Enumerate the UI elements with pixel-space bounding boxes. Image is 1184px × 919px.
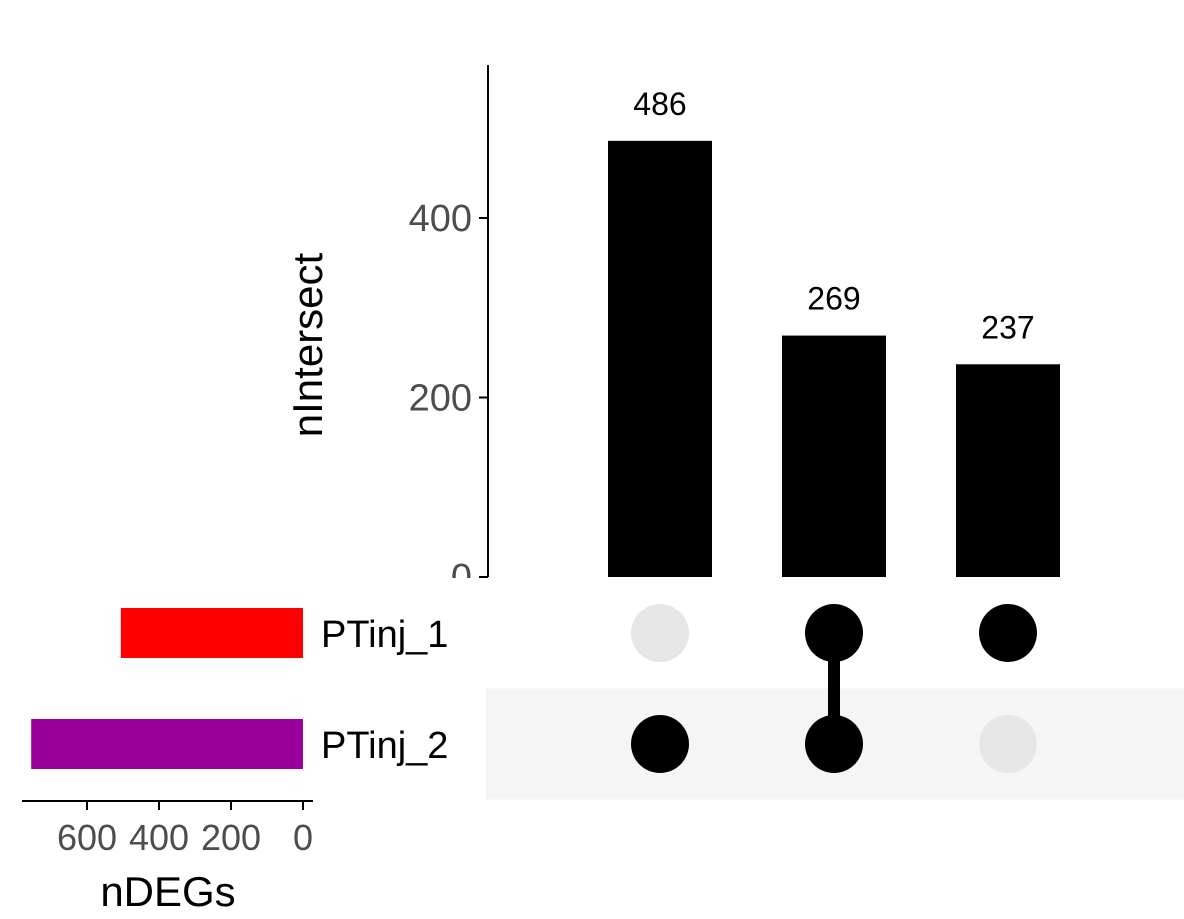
set-size-bar bbox=[120, 608, 303, 658]
bar-value-label: 486 bbox=[633, 86, 686, 122]
set-size-bar bbox=[31, 719, 303, 769]
bar-value-label: 269 bbox=[807, 281, 860, 317]
y-axis-tick-label: 400 bbox=[409, 198, 472, 240]
set-name-label: PTinj_1 bbox=[321, 614, 448, 656]
matrix-dot-inactive bbox=[631, 604, 689, 662]
matrix-dot-active bbox=[805, 715, 863, 773]
set-size-axis-title: nDEGs bbox=[100, 868, 235, 915]
intersection-bar bbox=[782, 335, 886, 577]
intersection-bar bbox=[956, 364, 1060, 577]
bar-value-label: 237 bbox=[981, 309, 1034, 345]
matrix-dot-active bbox=[979, 604, 1037, 662]
matrix-dot-active bbox=[631, 715, 689, 773]
set-size-tick-label: 200 bbox=[201, 817, 261, 858]
set-size-tick-label: 0 bbox=[293, 817, 313, 858]
y-axis-tick-label: 200 bbox=[409, 378, 472, 420]
set-size-tick-label: 400 bbox=[129, 817, 189, 858]
set-size-tick-label: 600 bbox=[57, 817, 117, 858]
matrix-dot-inactive bbox=[979, 715, 1037, 773]
matrix-dot-active bbox=[805, 604, 863, 662]
set-name-label: PTinj_2 bbox=[321, 725, 448, 767]
intersection-bar bbox=[608, 140, 712, 577]
y-axis-title: nIntersect bbox=[284, 252, 331, 437]
